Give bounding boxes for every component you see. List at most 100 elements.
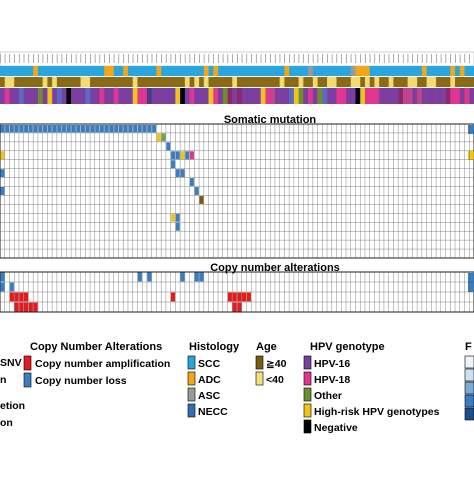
- histology-cell: [161, 66, 167, 76]
- cna-cell: [227, 292, 232, 302]
- sample-tick: [383, 54, 385, 63]
- legend-swatch-asc: [187, 387, 196, 402]
- legend-swatch-age-40-plus: [255, 355, 264, 370]
- age-cell: [37, 77, 43, 87]
- age-cell: [383, 77, 389, 87]
- histology-cell: [28, 66, 34, 76]
- histology-cell: [118, 66, 124, 76]
- sample-tick: [109, 54, 110, 63]
- sample-tick: [289, 54, 290, 63]
- histology-cell: [327, 66, 333, 76]
- mutation-cell: [468, 150, 474, 160]
- legend-cut-label: on: [0, 417, 13, 429]
- sample-tick: [265, 54, 267, 63]
- sample-tick: [436, 54, 437, 63]
- age-cell: [170, 77, 176, 87]
- histology-cell: [75, 66, 81, 76]
- sample-tick: [18, 54, 20, 63]
- hpv-cell: [75, 88, 81, 104]
- mutation-cell: [0, 151, 5, 160]
- mutation-cell: [133, 125, 138, 133]
- age-cell: [18, 77, 24, 87]
- hpv-cell: [369, 88, 375, 104]
- cna-cell: [24, 292, 29, 302]
- hpv-cell: [327, 88, 333, 104]
- sample-tick: [203, 54, 205, 63]
- hpv-cell: [156, 88, 162, 104]
- age-cell: [464, 77, 470, 87]
- histology-cell: [218, 66, 224, 76]
- hpv-cell: [85, 88, 91, 104]
- mutation-cell: [175, 213, 180, 222]
- hpv-cell: [194, 88, 200, 104]
- histology-cell: [289, 66, 295, 76]
- age-cell: [255, 77, 261, 87]
- age-cell: [426, 77, 432, 87]
- age-cell: [33, 77, 39, 87]
- histology-cell: [388, 66, 394, 76]
- hpv-cell: [274, 88, 280, 104]
- age-cell: [317, 77, 323, 87]
- age-cell: [52, 77, 58, 87]
- mutation-cell: [123, 125, 128, 133]
- hpv-cell: [464, 88, 470, 104]
- sample-tick: [322, 54, 323, 63]
- sample-tick: [293, 54, 295, 63]
- cna-cell: [14, 302, 19, 312]
- hpv-cell: [222, 88, 228, 104]
- histology-cell: [151, 66, 157, 76]
- hpv-cell: [393, 88, 399, 104]
- histology-cell: [407, 66, 413, 76]
- hpv-cell: [459, 88, 465, 104]
- hpv-cell: [469, 88, 474, 104]
- legend-cut-label: n: [0, 374, 6, 386]
- sample-tick: [369, 54, 371, 63]
- histology-cell: [393, 66, 399, 76]
- legend-cut-swatch: [464, 355, 474, 369]
- hpv-cell: [284, 88, 290, 104]
- histology-cell: [426, 66, 432, 76]
- sample-tick: [156, 54, 158, 63]
- hpv-cell: [175, 88, 181, 104]
- mutation-cell: [14, 125, 19, 133]
- sample-tick: [232, 54, 233, 63]
- sample-tick: [407, 54, 409, 63]
- histology-cell: [99, 66, 105, 76]
- hpv-cell: [237, 88, 243, 104]
- age-cell: [246, 77, 252, 87]
- sample-tick: [341, 54, 342, 63]
- somatic-mutation-title: Somatic mutation: [224, 114, 317, 126]
- age-cell: [194, 77, 200, 87]
- histology-cell: [255, 66, 261, 76]
- histology-cell: [270, 66, 276, 76]
- age-cell: [208, 77, 214, 87]
- histology-cell: [189, 66, 195, 76]
- age-cell: [118, 77, 124, 87]
- age-cell: [75, 77, 81, 87]
- sample-tick: [56, 54, 58, 63]
- sample-tick: [132, 54, 134, 63]
- age-cell: [213, 77, 219, 87]
- cna-cell: [9, 282, 14, 292]
- hpv-cell: [312, 88, 318, 104]
- sample-tick: [350, 54, 352, 63]
- histology-cell: [127, 66, 134, 76]
- cna-cell: [468, 273, 474, 283]
- histology-cell: [459, 66, 465, 76]
- cna-cell: [232, 292, 237, 302]
- sample-tick: [417, 54, 418, 63]
- hpv-cell: [180, 88, 186, 104]
- hpv-cell: [232, 88, 238, 104]
- histology-cell: [398, 66, 404, 76]
- age-cell: [374, 77, 380, 87]
- mutation-cell: [57, 125, 62, 133]
- legend-swatch-adc: [187, 371, 196, 386]
- sample-tick: [469, 54, 470, 63]
- hpv-cell: [279, 88, 285, 104]
- sample-tick: [118, 54, 120, 63]
- age-cell: [94, 77, 100, 87]
- histology-cell: [71, 66, 77, 76]
- histology-cell: [80, 66, 86, 76]
- age-cell: [274, 77, 280, 87]
- mutation-cell: [190, 178, 194, 187]
